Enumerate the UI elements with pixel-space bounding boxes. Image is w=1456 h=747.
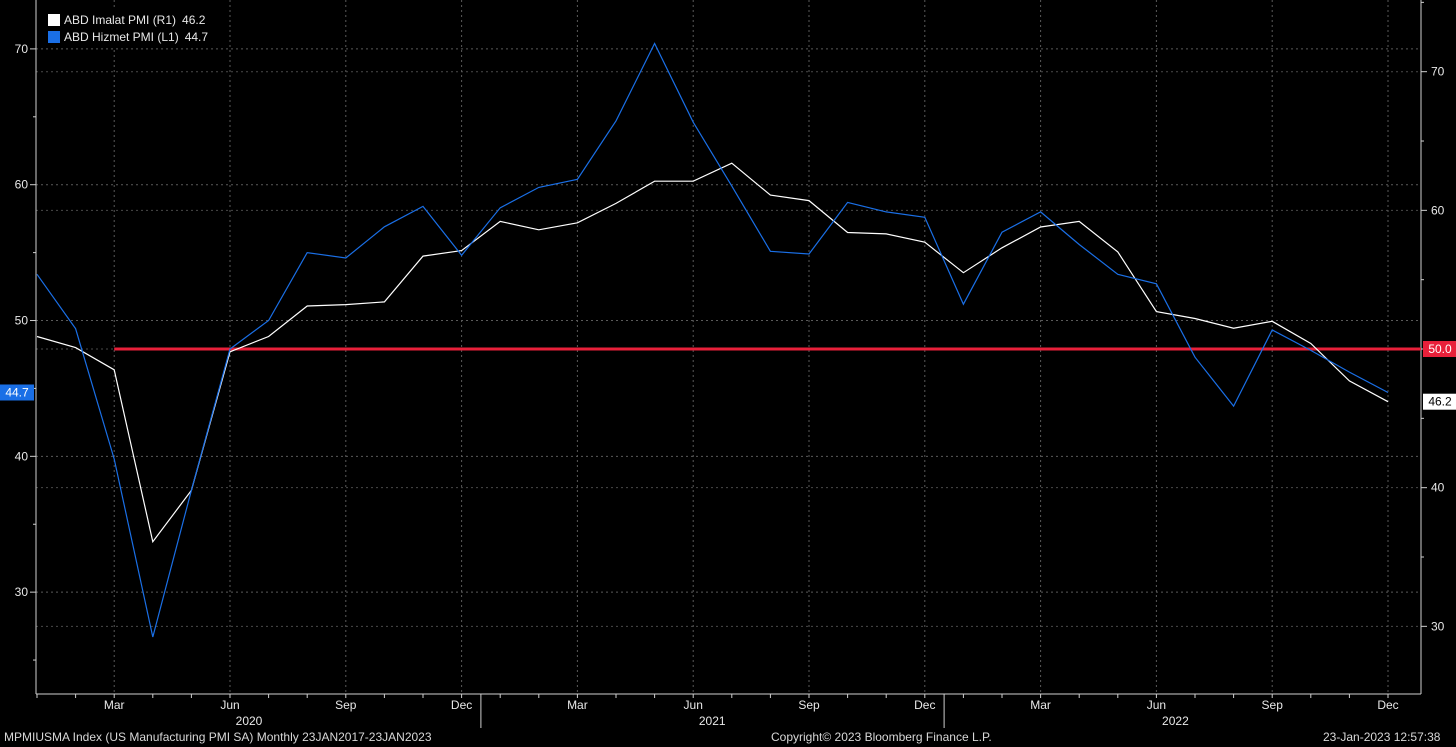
x-tick-label: Jun: [684, 698, 703, 712]
left-tick-label-30: 30: [15, 585, 29, 599]
x-tick-label: Dec: [451, 698, 472, 712]
last-value-label-services: 44.7: [5, 385, 29, 399]
x-tick-label: Mar: [104, 698, 125, 712]
x-year-label: 2021: [699, 714, 726, 728]
legend-swatch-services: [48, 30, 60, 43]
x-tick-label: Dec: [914, 698, 935, 712]
legend-value-manufacturing: 46.2: [182, 12, 206, 27]
right-tick-label-70: 70: [1431, 65, 1445, 79]
left-tick-label-60: 60: [15, 178, 29, 192]
x-tick-label: Jun: [1147, 698, 1166, 712]
legend-swatch-manufacturing: [48, 13, 60, 26]
legend-value-services: 44.7: [184, 29, 209, 44]
series-line-services: [36, 42, 1389, 638]
last-value-label-manufacturing: 46.2: [1428, 395, 1452, 409]
axes: [35, 0, 1422, 695]
legend-label-services: ABD Hizmet PMI (L1): [64, 29, 179, 44]
left-tick-label-50: 50: [15, 314, 29, 328]
reference-line-group: 50.0: [114, 341, 1456, 358]
x-tick-label: Sep: [335, 698, 357, 712]
x-year-label: 2022: [1162, 714, 1189, 728]
right-tick-label-40: 40: [1431, 481, 1445, 495]
reference-tag-bg: [1423, 341, 1456, 358]
grid-lines: [36, 0, 1421, 694]
x-tick-label: Mar: [567, 698, 588, 712]
x-tick-label: Sep: [1262, 698, 1284, 712]
left-tick-label-70: 70: [15, 42, 29, 56]
last-value-tag-manufacturing: [1423, 393, 1456, 410]
x-tick-label: Jun: [220, 698, 239, 712]
x-tick-label: Sep: [798, 698, 820, 712]
last-value-tag-services: [0, 384, 34, 401]
x-year-label: 2020: [236, 714, 263, 728]
left-axis-ticks: 30 40 50 60 70: [15, 42, 36, 661]
right-tick-label-30: 30: [1431, 619, 1445, 633]
left-tick-label-40: 40: [15, 449, 29, 463]
footer-timestamp: 23-Jan-2023 12:57:38: [1323, 730, 1441, 744]
x-tick-label: Mar: [1030, 698, 1051, 712]
legend: ABD Imalat PMI (R1) 46.2 ABD Hizmet PMI …: [44, 9, 213, 47]
series-line-manufacturing: [36, 162, 1389, 544]
legend-label-manufacturing: ABD Imalat PMI (R1): [64, 12, 177, 27]
series-lines: [36, 42, 1389, 638]
last-value-tags: 46.2 44.7: [0, 384, 1456, 410]
x-tick-label: Dec: [1377, 698, 1398, 712]
right-tick-label-60: 60: [1431, 203, 1445, 217]
legend-item-services: ABD Hizmet PMI (L1) 44.7: [48, 28, 208, 45]
footer-copyright: Copyright© 2023 Bloomberg Finance L.P.: [771, 730, 992, 744]
reference-tag-label: 50.0: [1428, 342, 1452, 356]
legend-item-manufacturing: ABD Imalat PMI (R1) 46.2: [48, 11, 208, 28]
footer-ticker: MPMIUSMA Index (US Manufacturing PMI SA)…: [4, 730, 432, 744]
x-axis-ticks: Mar Jun Sep Dec Mar Jun Sep Dec Mar Jun Sep Dec 2020…: [36, 694, 1399, 728]
